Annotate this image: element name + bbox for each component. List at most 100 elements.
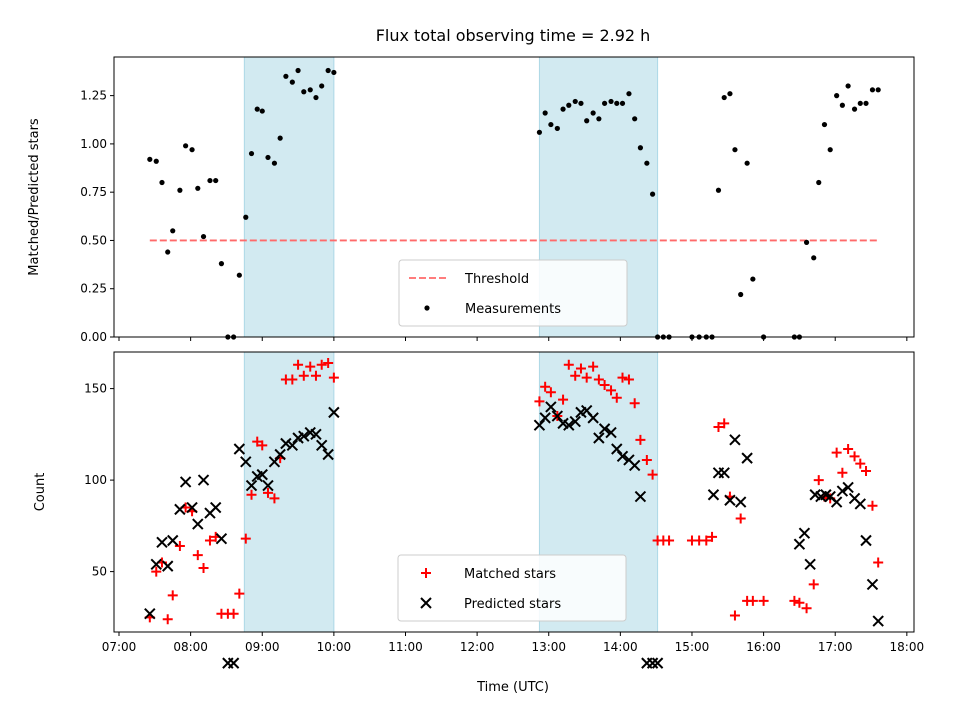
shaded-interval [243, 56, 335, 338]
predicted-star-point [310, 428, 322, 441]
predicted-star-point [186, 501, 198, 514]
measurement-point [839, 102, 845, 108]
measurement-point [632, 116, 638, 122]
measurement-point [271, 160, 278, 166]
measurement-point [619, 100, 626, 106]
measurement-point [727, 91, 733, 97]
matched-star-point [545, 387, 556, 398]
measurement-point [165, 249, 171, 255]
measurement-point [803, 239, 810, 245]
matched-star-point [257, 440, 268, 451]
predicted-star-point [533, 419, 546, 431]
predicted-star-point [192, 518, 204, 530]
matched-star-point [729, 610, 740, 621]
x-tick-label: 11:00 [388, 640, 423, 654]
legend-measurement-swatch [424, 305, 430, 311]
measurement-point [578, 100, 584, 106]
measurement-point [177, 187, 183, 193]
y-tick-label: 0.25 [80, 282, 107, 296]
x-tick-label: 16:00 [746, 640, 781, 654]
x-tick-label: 18:00 [890, 640, 925, 654]
matched-star-point [707, 531, 718, 542]
predicted-star-point [593, 432, 605, 444]
x-tick-label: 10:00 [317, 640, 352, 654]
predicted-star-point [569, 415, 581, 428]
predicted-star-point [741, 452, 753, 464]
matched-star-point [867, 500, 878, 511]
measurement-point [147, 156, 153, 162]
measurement-point [248, 150, 255, 157]
matched-star-point [558, 394, 569, 405]
measurement-point [590, 110, 596, 116]
matched-star-point [246, 489, 257, 500]
matched-star-point [228, 608, 239, 619]
predicted-star-point [240, 456, 252, 468]
matched-star-point [293, 359, 304, 370]
predicted-star-point [842, 481, 854, 494]
measurement-point [857, 100, 863, 106]
bottom-panel: 50 100 150 07:00 08:00 09:00 10:00 11:00 12:00 13… [33, 351, 925, 669]
predicted-star-point [634, 490, 647, 503]
measurement-point [536, 129, 543, 135]
measurement-point [875, 87, 881, 93]
predicted-star-point [866, 578, 879, 591]
x-tick-label: 12:00 [460, 640, 495, 654]
measurement-point [816, 179, 822, 186]
measurement-point [750, 276, 756, 282]
matched-star-point [298, 370, 309, 381]
matched-star-point [305, 361, 316, 372]
predicted-star-point [587, 412, 599, 424]
measurement-point [845, 83, 851, 89]
predicted-star-point [539, 412, 551, 424]
measurement-point [259, 108, 265, 114]
measurement-point [170, 228, 176, 234]
matched-star-point [719, 418, 730, 429]
x-tick-label: 09:00 [245, 640, 280, 654]
x-tick-label: 13:00 [531, 640, 566, 654]
matched-star-point [849, 451, 860, 462]
legend-label: Threshold [464, 272, 529, 287]
matched-star-point [599, 379, 610, 390]
legend-label: Predicted stars [464, 597, 561, 612]
x-axis-label: Time (UTC) [476, 680, 549, 695]
legend-label: Measurements [465, 302, 561, 317]
predicted-star-point [209, 501, 222, 514]
y-tick-label: 50 [92, 565, 107, 579]
matched-star-point [581, 372, 592, 383]
measurement-point [637, 145, 644, 151]
measurement-point [207, 177, 213, 184]
matched-star-point [310, 370, 321, 381]
measurement-point [213, 177, 219, 184]
predicted-star-point [598, 423, 611, 435]
predicted-star-point [718, 467, 730, 479]
x-tick-label: 17:00 [818, 640, 853, 654]
measurement-point [289, 79, 295, 85]
matched-star-point [747, 595, 758, 606]
matched-star-point [617, 372, 628, 383]
predicted-star-point [227, 657, 240, 669]
matched-star-point [635, 434, 646, 445]
measurement-point [159, 179, 165, 186]
measurement-point [649, 191, 656, 197]
x-tick-label: 15:00 [675, 640, 710, 654]
predicted-star-point [328, 406, 340, 419]
predicted-star-point [179, 476, 192, 488]
y-tick-label: 0.00 [80, 330, 107, 344]
measurement-point [277, 135, 283, 141]
matched-star-point [540, 381, 551, 392]
predicted-star-point [729, 434, 741, 446]
measurement-point [744, 160, 750, 166]
matched-star-point [701, 535, 712, 546]
predicted-star-point [280, 437, 292, 450]
measurement-point [851, 106, 858, 112]
matched-star-point [843, 443, 854, 454]
measurement-point [715, 187, 722, 193]
matched-star-point [801, 603, 812, 614]
predicted-star-point [551, 410, 564, 422]
matched-star-point [629, 398, 640, 409]
plot-frame [113, 56, 915, 338]
predicted-star-point [286, 439, 299, 452]
measurement-point [301, 89, 307, 95]
matched-star-point [606, 385, 617, 396]
measurement-point [307, 87, 313, 93]
